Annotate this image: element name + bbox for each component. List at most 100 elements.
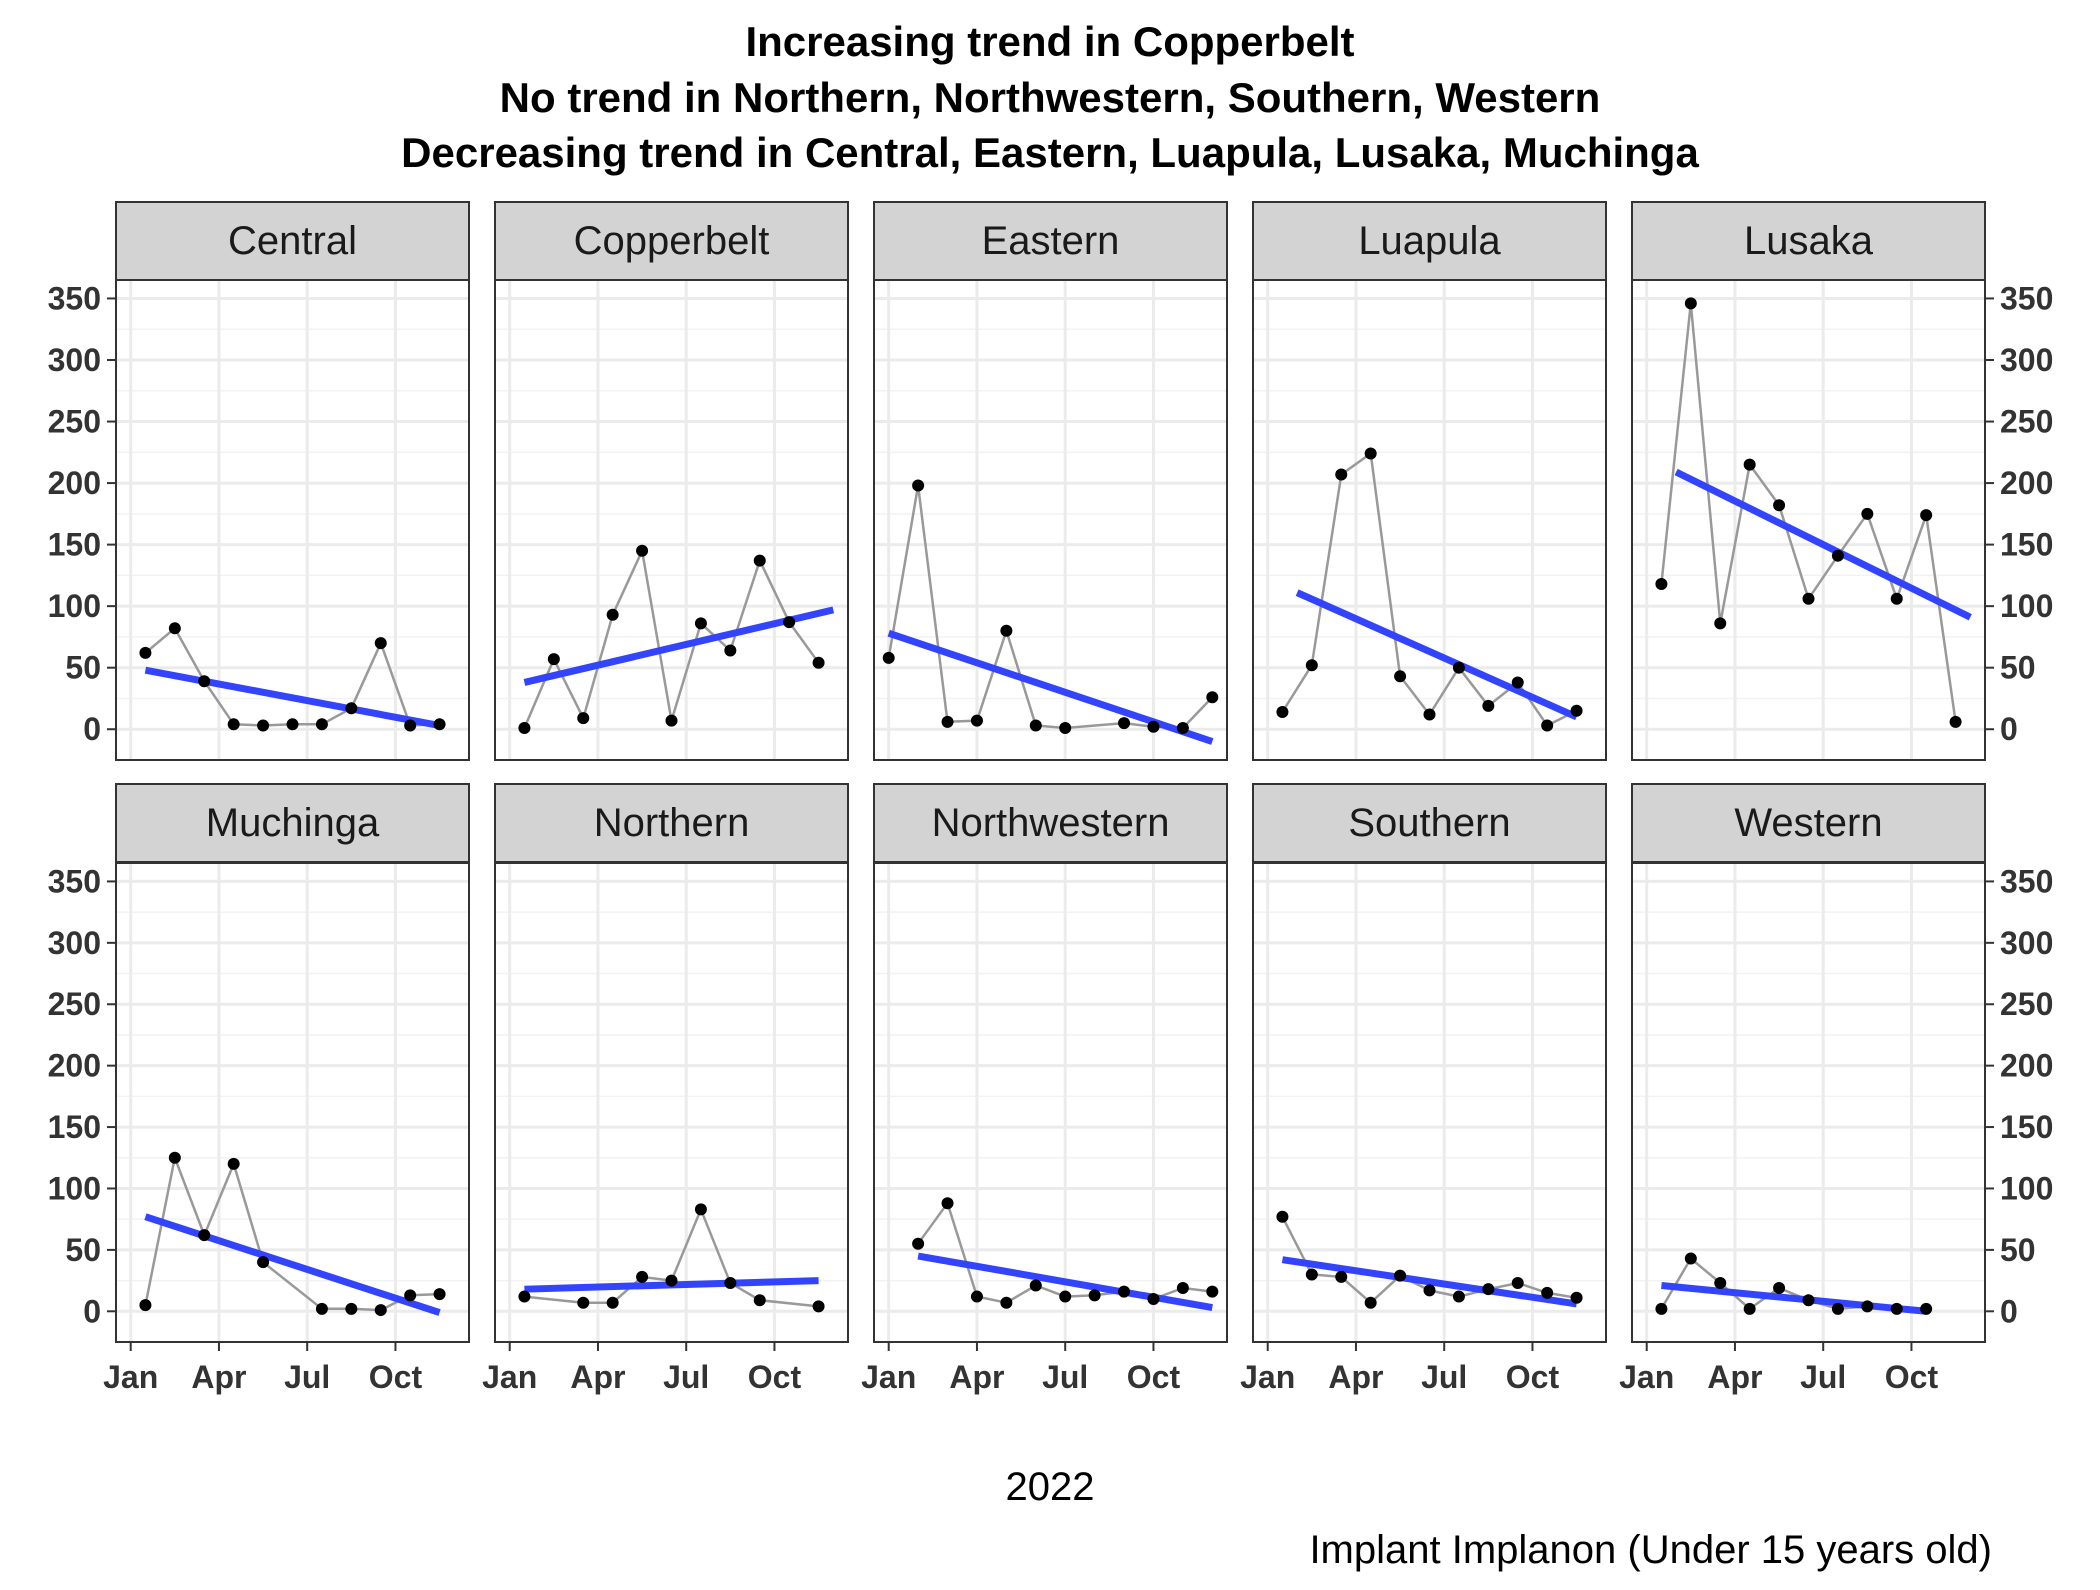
data-point [1655,1302,1668,1315]
data-point [1511,1277,1524,1290]
strip-label-luapula: Luapula [1358,219,1501,263]
data-point [1206,691,1219,704]
strip-northwestern [873,783,1228,863]
x-tick-label: Jul [1421,1359,1467,1395]
y-tick-label-right: 200 [2000,1048,2053,1084]
strip-label-western: Western [1734,801,1882,845]
data-point [1802,592,1815,605]
strip-label-eastern: Eastern [982,219,1120,263]
x-tick-label: Jan [1240,1359,1295,1395]
y-tick-label: 50 [65,1232,101,1268]
y-tick-label-right: 0 [2000,711,2018,747]
data-point [1714,617,1727,630]
data-point [1511,676,1524,689]
data-point [1802,1294,1815,1307]
y-tick-label: 50 [65,650,101,686]
y-tick-label: 350 [48,863,101,899]
data-point [1773,1281,1786,1294]
trend-line-muchinga [144,1213,441,1316]
data-point [970,714,983,727]
data-point [724,1277,737,1290]
data-point [1423,708,1436,721]
data-point [941,1197,954,1210]
data-point [912,1237,925,1250]
panel-southern: Southern Jan Apr Jul Oct [1240,783,1607,1395]
strip-luapula [1252,201,1607,281]
data-point [882,651,895,664]
data-point [1684,297,1697,310]
panel-border-northwestern [873,862,1228,1343]
panel-border-western [1631,862,1986,1343]
data-point [345,1302,358,1315]
data-point [1714,1277,1727,1290]
data-point [1118,1285,1131,1298]
data-point [518,1290,531,1303]
data-point [518,722,531,734]
data-point [724,644,737,657]
strip-label-northern: Northern [594,801,750,845]
strip-copperbelt [494,201,849,281]
data-point [1059,1290,1072,1303]
y-tick-label: 350 [48,280,101,316]
data-point [783,616,796,629]
data-point [1029,719,1042,732]
strip-northern [494,783,849,863]
strip-muchinga [115,783,470,863]
y-tick-label: 250 [48,404,101,440]
data-point [1029,1279,1042,1292]
title-line-2: No trend in Northern, Northwestern, Sout… [500,74,1601,121]
plot-area-muchinga [116,863,469,1342]
strip-label-lusaka: Lusaka [1744,219,1874,263]
y-tick-label: 100 [48,1170,101,1206]
data-point [1394,670,1407,683]
data-point [1920,1302,1933,1315]
y-tick-label: 250 [48,986,101,1022]
data-point [1394,1269,1407,1282]
y-tick-label-right: 50 [2000,650,2036,686]
plot-area-northern [495,863,848,1342]
data-point [1482,1283,1495,1296]
data-point [1831,1302,1844,1315]
data-point [315,718,328,731]
y-tick-label: 200 [48,465,101,501]
data-point [1305,659,1318,672]
data-point [1482,699,1495,712]
data-point [694,1203,707,1216]
y-tick-label: 300 [48,925,101,961]
trend-line-lusaka [1674,468,1972,621]
x-tick-label: Oct [1506,1359,1560,1395]
data-point [1743,458,1756,471]
data-point [404,719,417,732]
data-point [1684,1252,1697,1265]
x-tick-label: Jul [284,1359,330,1395]
data-point [1276,706,1289,718]
y-tick-label: 0 [83,711,101,747]
x-tick-label: Jul [1042,1359,1088,1395]
panel-western: Western 0 50 100 150 200 250 300 350 Jan Apr Jul Oct [1619,783,2053,1395]
y-tick-label-right: 200 [2000,465,2053,501]
data-point [912,479,925,492]
data-point [1890,592,1903,605]
series-line-muchinga [144,1153,440,1312]
data-point [374,637,387,650]
x-tick-label: Jul [1800,1359,1846,1395]
data-point [1861,1300,1874,1313]
data-point [577,712,590,725]
strip-lusaka [1631,201,1986,281]
strip-label-southern: Southern [1348,801,1510,845]
plot-area-copperbelt [495,280,848,760]
x-tick-label: Apr [570,1359,625,1395]
data-point [168,1151,181,1164]
data-point [753,1294,766,1307]
data-point [345,702,358,715]
panel-border-luapula [1252,279,1607,761]
plot-area-central [116,280,469,760]
y-tick-label: 200 [48,1048,101,1084]
y-tick-label-right: 300 [2000,925,2053,961]
panel-border-muchinga [115,862,470,1343]
y-tick-label: 150 [48,1109,101,1145]
data-point [1423,1284,1436,1297]
data-point [812,1300,825,1313]
strip-label-muchinga: Muchinga [206,801,380,845]
data-point [1118,717,1131,730]
